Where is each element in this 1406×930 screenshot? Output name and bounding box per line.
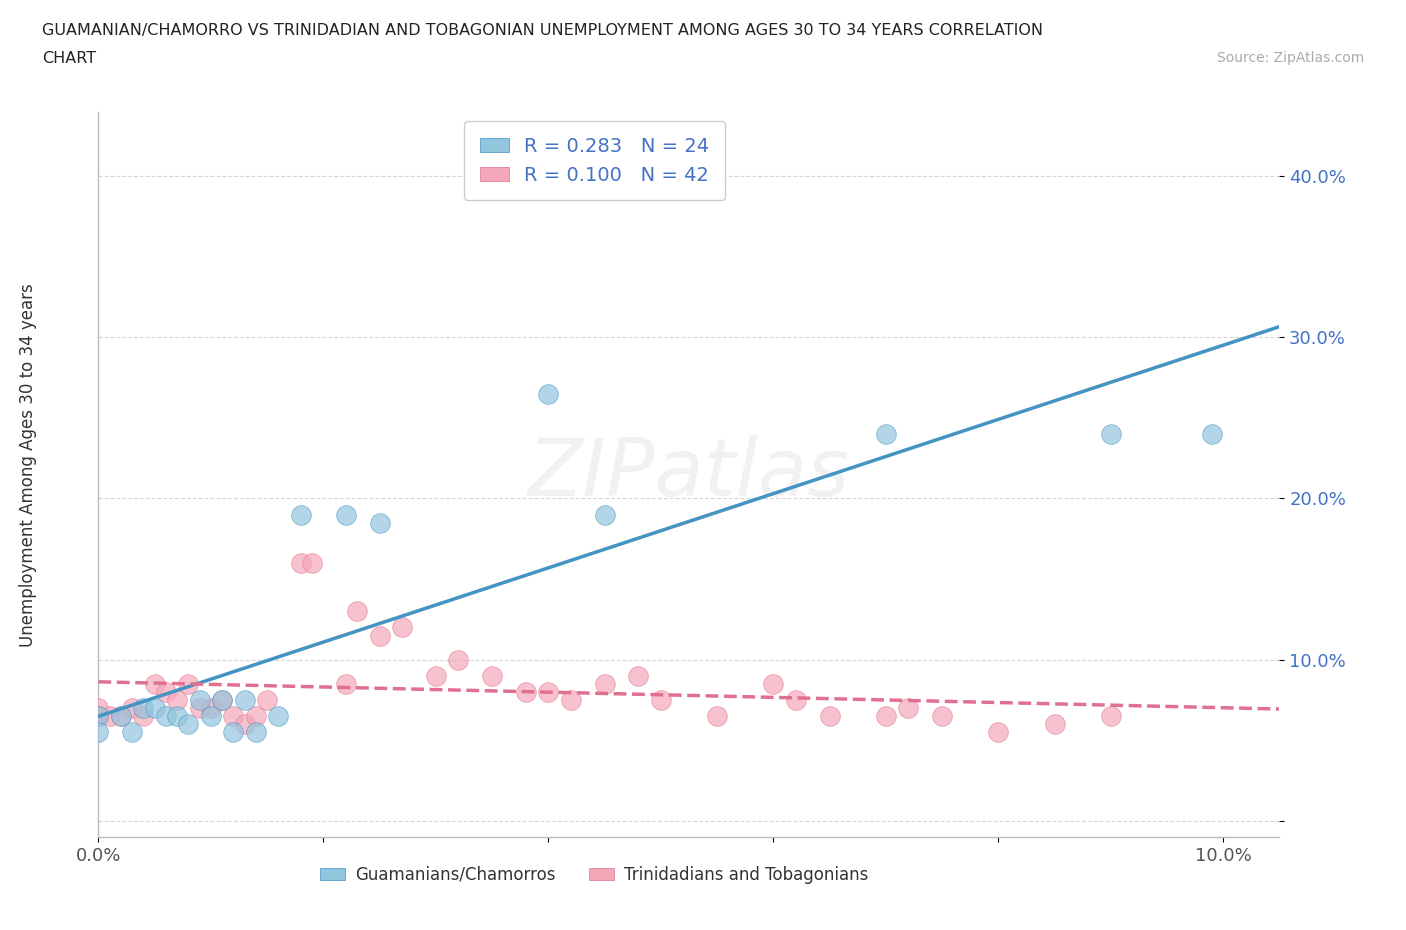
Text: GUAMANIAN/CHAMORRO VS TRINIDADIAN AND TOBAGONIAN UNEMPLOYMENT AMONG AGES 30 TO 3: GUAMANIAN/CHAMORRO VS TRINIDADIAN AND TO… — [42, 23, 1043, 38]
Point — [110, 709, 132, 724]
Point — [987, 724, 1010, 739]
Point — [818, 709, 841, 724]
Point — [132, 709, 155, 724]
Point — [200, 700, 222, 715]
Point — [166, 709, 188, 724]
Point — [931, 709, 953, 724]
Legend: Guamanians/Chamorros, Trinidadians and Tobagonians: Guamanians/Chamorros, Trinidadians and T… — [314, 859, 875, 890]
Point — [155, 709, 177, 724]
Point — [211, 693, 233, 708]
Point — [121, 700, 143, 715]
Point — [425, 669, 447, 684]
Point — [245, 724, 267, 739]
Point — [897, 700, 920, 715]
Point — [1099, 427, 1122, 442]
Point — [290, 555, 312, 570]
Text: CHART: CHART — [42, 51, 96, 66]
Point — [98, 709, 121, 724]
Point — [200, 709, 222, 724]
Text: Unemployment Among Ages 30 to 34 years: Unemployment Among Ages 30 to 34 years — [20, 283, 37, 647]
Point — [121, 724, 143, 739]
Point — [290, 507, 312, 522]
Point — [537, 386, 560, 401]
Point — [650, 693, 672, 708]
Point — [335, 507, 357, 522]
Point — [166, 693, 188, 708]
Point — [391, 620, 413, 635]
Point — [560, 693, 582, 708]
Point — [233, 717, 256, 732]
Point — [1201, 427, 1223, 442]
Text: Source: ZipAtlas.com: Source: ZipAtlas.com — [1216, 51, 1364, 65]
Point — [706, 709, 728, 724]
Point — [267, 709, 290, 724]
Point — [875, 709, 897, 724]
Point — [481, 669, 503, 684]
Point — [593, 507, 616, 522]
Text: ZIPatlas: ZIPatlas — [527, 435, 851, 513]
Point — [335, 676, 357, 691]
Point — [87, 709, 110, 724]
Point — [346, 604, 368, 618]
Point — [143, 700, 166, 715]
Point — [256, 693, 278, 708]
Point — [188, 693, 211, 708]
Point — [222, 709, 245, 724]
Point — [627, 669, 650, 684]
Point — [515, 684, 537, 699]
Point — [132, 700, 155, 715]
Point — [1043, 717, 1066, 732]
Point — [110, 709, 132, 724]
Point — [87, 709, 110, 724]
Point — [177, 717, 200, 732]
Point — [211, 693, 233, 708]
Point — [1099, 709, 1122, 724]
Point — [593, 676, 616, 691]
Point — [177, 676, 200, 691]
Point — [233, 693, 256, 708]
Point — [188, 700, 211, 715]
Point — [537, 684, 560, 699]
Point — [143, 676, 166, 691]
Point — [368, 515, 391, 530]
Point — [87, 700, 110, 715]
Point — [222, 724, 245, 739]
Point — [155, 684, 177, 699]
Point — [368, 628, 391, 643]
Point — [301, 555, 323, 570]
Point — [785, 693, 807, 708]
Point — [875, 427, 897, 442]
Point — [447, 652, 470, 667]
Point — [762, 676, 785, 691]
Point — [87, 724, 110, 739]
Point — [245, 709, 267, 724]
